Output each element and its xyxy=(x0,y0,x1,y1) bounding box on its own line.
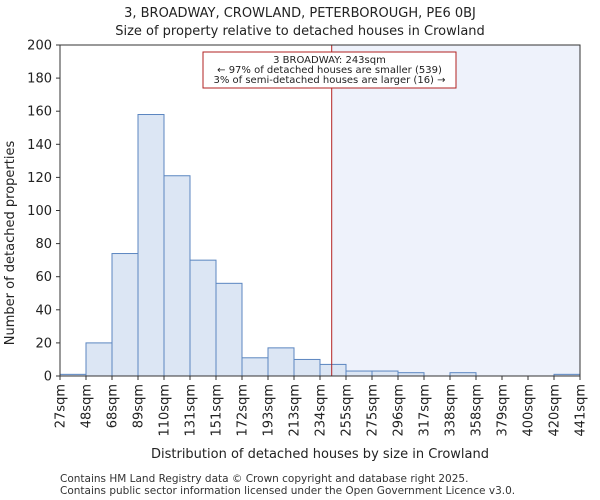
y-tick-label-120: 120 xyxy=(27,171,52,186)
annotation-line-2: ← 97% of detached houses are smaller (53… xyxy=(217,65,442,76)
x-tick-label-441sqm: 441sqm xyxy=(574,384,589,437)
bar-89sqm xyxy=(137,114,165,377)
x-tick-label-27sqm: 27sqm xyxy=(54,384,69,428)
y-tick-label-160: 160 xyxy=(27,105,52,120)
x-tick-label-358sqm: 358sqm xyxy=(470,384,485,437)
annotation-line-1: 3 BROADWAY: 243sqm xyxy=(273,55,386,66)
y-tick-label-60: 60 xyxy=(35,270,52,285)
x-tick-label-317sqm: 317sqm xyxy=(418,384,433,437)
x-tick-label-213sqm: 213sqm xyxy=(288,384,303,437)
larger-properties-shade xyxy=(331,45,580,376)
y-tick-label-20: 20 xyxy=(35,336,52,351)
bar-172sqm xyxy=(241,357,269,377)
chart-subtitle: Size of property relative to detached ho… xyxy=(115,24,485,39)
y-axis-ticks: 0 20 40 60 80 100 120 140 160 180 200 xyxy=(27,39,60,385)
bar-255sqm xyxy=(345,370,373,377)
bar-68sqm xyxy=(111,253,139,377)
x-tick-label-68sqm: 68sqm xyxy=(106,384,121,428)
plot-area: 0 20 40 60 80 100 120 140 160 180 200 27sqm 48sqm 68… xyxy=(27,39,588,437)
y-tick-label-100: 100 xyxy=(27,204,52,219)
x-axis-label: Distribution of detached houses by size … xyxy=(151,447,489,462)
bar-275sqm xyxy=(371,370,399,377)
x-tick-label-275sqm: 275sqm xyxy=(366,384,381,437)
bar-213sqm xyxy=(293,358,321,377)
x-tick-label-234sqm: 234sqm xyxy=(314,384,329,437)
y-tick-label-0: 0 xyxy=(44,370,52,385)
y-axis-label: Number of detached properties xyxy=(3,141,18,346)
chart-title: 3, BROADWAY, CROWLAND, PETERBOROUGH, PE6… xyxy=(124,6,476,21)
x-tick-label-193sqm: 193sqm xyxy=(262,384,277,437)
x-tick-label-89sqm: 89sqm xyxy=(132,384,147,428)
x-tick-label-338sqm: 338sqm xyxy=(444,384,459,437)
subject-annotation: 3 BROADWAY: 243sqm ← 97% of detached hou… xyxy=(202,51,457,89)
bar-234sqm xyxy=(319,363,347,377)
x-tick-label-379sqm: 379sqm xyxy=(496,384,511,437)
bar-193sqm xyxy=(267,347,295,377)
bar-131sqm xyxy=(189,259,217,377)
x-tick-label-172sqm: 172sqm xyxy=(236,384,251,437)
y-tick-label-140: 140 xyxy=(27,138,52,153)
y-tick-label-40: 40 xyxy=(35,303,52,318)
y-tick-label-180: 180 xyxy=(27,72,52,87)
x-tick-label-131sqm: 131sqm xyxy=(184,384,199,437)
x-axis-ticks: 27sqm 48sqm 68sqm 89sqm 110sqm 131sqm 151sqm 17… xyxy=(54,376,589,437)
x-tick-label-151sqm: 151sqm xyxy=(210,384,225,437)
bar-48sqm xyxy=(85,342,113,377)
bar-110sqm xyxy=(163,175,191,377)
x-tick-label-48sqm: 48sqm xyxy=(80,384,95,428)
x-tick-label-255sqm: 255sqm xyxy=(340,384,355,437)
y-tick-label-80: 80 xyxy=(35,237,52,252)
x-tick-label-110sqm: 110sqm xyxy=(158,384,173,437)
annotation-box xyxy=(202,51,457,89)
y-tick-label-200: 200 xyxy=(27,39,52,54)
x-tick-label-400sqm: 400sqm xyxy=(522,384,537,437)
x-tick-label-420sqm: 420sqm xyxy=(548,384,563,437)
annotation-line-3: 3% of semi-detached houses are larger (1… xyxy=(213,75,445,86)
footer-line-1: Contains HM Land Registry data © Crown c… xyxy=(60,473,468,485)
x-tick-label-296sqm: 296sqm xyxy=(392,384,407,437)
footer-line-2: Contains public sector information licen… xyxy=(60,485,515,497)
bars-group xyxy=(59,114,581,377)
bar-151sqm xyxy=(215,282,243,377)
